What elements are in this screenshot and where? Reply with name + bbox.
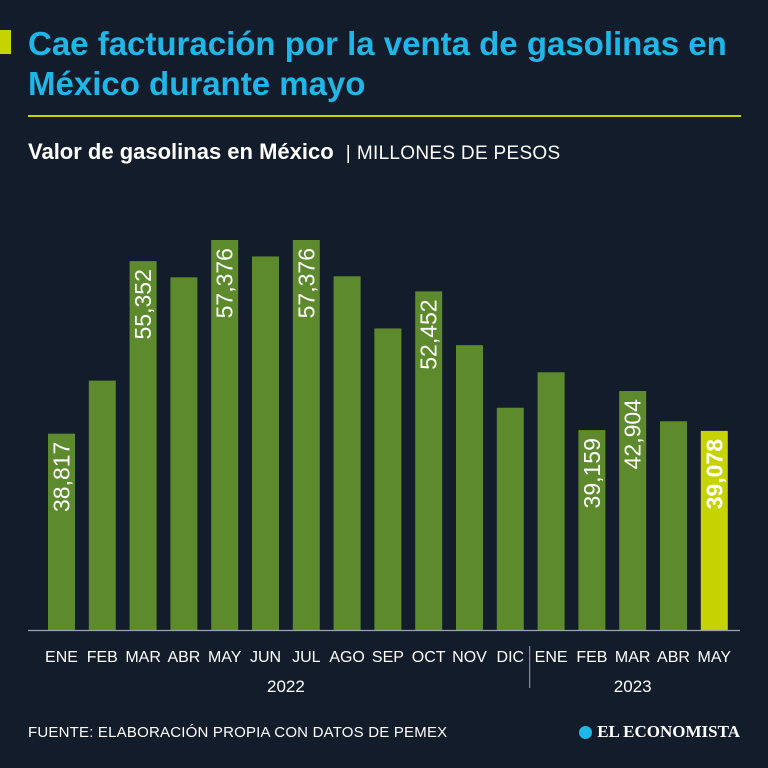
x-tick-label: JUN	[250, 649, 281, 666]
x-tick-label: OCT	[412, 649, 446, 666]
bar-0	[48, 433, 75, 630]
x-tick-label: MAY	[208, 649, 242, 666]
x-tick-label: FEB	[87, 649, 118, 666]
subtitle-main: Valor de gasolinas en México	[28, 139, 334, 164]
data-label: 55,352	[130, 269, 156, 339]
brand-logo: EL ECONOMISTA	[579, 722, 740, 742]
x-tick-label: JUL	[292, 649, 321, 666]
data-label: 39,159	[579, 438, 605, 508]
x-tick-label: FEB	[576, 649, 607, 666]
data-label: 42,904	[620, 399, 646, 470]
bar-10	[456, 345, 483, 630]
chart-subtitle: Valor de gasolinas en México | MILLONES …	[28, 138, 560, 168]
bar-3	[170, 277, 198, 630]
bar-9	[415, 291, 443, 630]
bar-16	[700, 430, 728, 630]
x-tick-label: NOV	[452, 649, 487, 666]
source-note: FUENTE: ELABORACIÓN PROPIA CON DATOS DE …	[28, 724, 448, 741]
bar-8	[374, 328, 402, 630]
bar-1	[88, 380, 116, 630]
data-label: 57,376	[293, 248, 319, 318]
subtitle-separator: |	[345, 143, 351, 164]
year-label: 2022	[267, 677, 305, 696]
x-tick-label: MAY	[698, 649, 732, 666]
bar-14	[619, 391, 647, 630]
x-tick-label: ENE	[45, 649, 78, 666]
brand-name: EL ECONOMISTA	[597, 722, 740, 741]
x-tick-label: ENE	[535, 649, 568, 666]
data-label: 57,376	[212, 248, 238, 318]
x-tick-label: ABR	[167, 649, 200, 666]
x-tick-label: MAR	[615, 649, 651, 666]
subtitle-unit: MILLONES DE PESOS	[356, 143, 561, 164]
bar-5	[252, 256, 279, 630]
title-accent-bar	[0, 30, 11, 54]
title-divider	[28, 115, 741, 117]
data-label: 39,078	[701, 439, 727, 510]
year-label: 2023	[614, 677, 652, 696]
data-label: 38,817	[49, 442, 75, 512]
x-tick-label: ABR	[657, 649, 690, 666]
x-tick-label: DIC	[497, 649, 525, 666]
bar-12	[537, 372, 565, 630]
bar-7	[333, 276, 361, 630]
x-tick-label: AGO	[329, 649, 365, 666]
bar-13	[578, 430, 606, 630]
chart-title: Cae facturación por la venta de gasolina…	[28, 25, 727, 102]
x-tick-label: SEP	[372, 649, 404, 666]
brand-icon	[579, 725, 593, 739]
bar-6	[292, 240, 320, 630]
bar-11	[496, 407, 524, 630]
x-tick-label: MAR	[125, 649, 161, 666]
bar-4	[211, 240, 239, 630]
bar-15	[660, 421, 687, 630]
data-label: 52,452	[416, 299, 442, 369]
bar-2	[129, 261, 157, 630]
